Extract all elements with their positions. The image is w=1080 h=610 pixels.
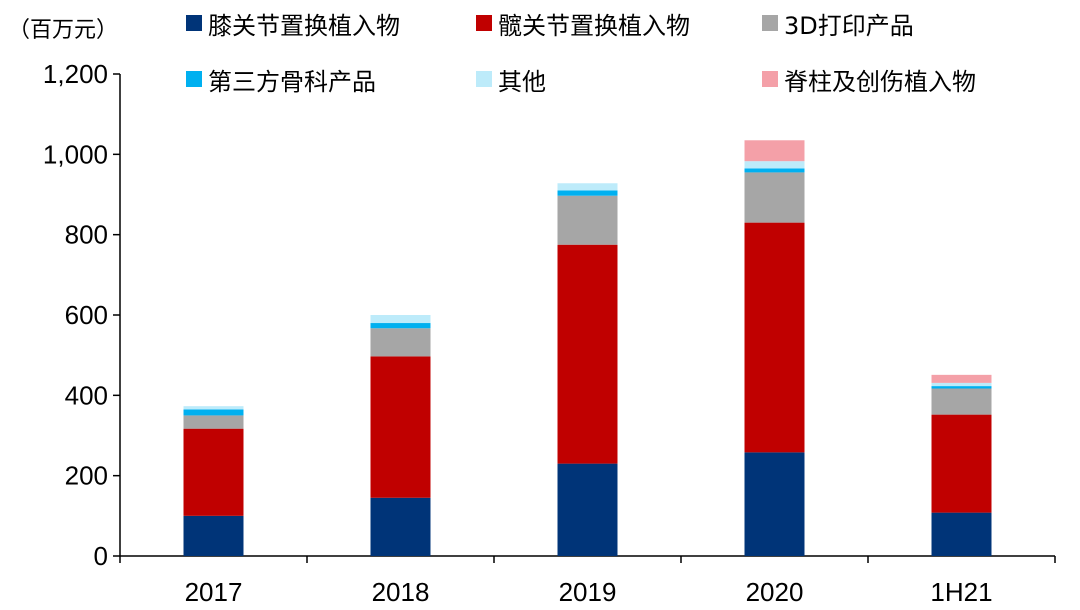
x-tick-label: 2020	[746, 577, 804, 607]
bar-segment	[370, 328, 431, 357]
bar-segment	[931, 382, 992, 387]
legend-label: 第三方骨科产品	[208, 67, 376, 96]
legend-item: 膝关节置换植入物	[186, 8, 400, 40]
legend-swatch	[186, 15, 202, 31]
legend-swatch	[476, 15, 492, 31]
bar-segment	[557, 463, 618, 556]
y-tick-label: 600	[65, 300, 108, 330]
legend-swatch	[476, 71, 492, 87]
bar-segment	[370, 315, 431, 324]
legend-label: 其他	[498, 67, 546, 96]
bar-segment	[183, 415, 244, 429]
legend-swatch	[762, 71, 778, 87]
bar-segment	[931, 388, 992, 415]
bar-segment	[370, 497, 431, 556]
y-tick-label: 400	[65, 380, 108, 410]
bar-segment	[931, 386, 992, 389]
y-axis-unit-label: （百万元）	[8, 18, 119, 43]
x-tick-label: 1H21	[930, 577, 992, 607]
bar-segment	[557, 244, 618, 464]
bar-segment	[931, 414, 992, 513]
bar-segment	[744, 452, 805, 556]
y-tick-label: 800	[65, 220, 108, 250]
bar-segment	[183, 409, 244, 416]
legend-item: 脊柱及创伤植入物	[762, 64, 976, 96]
legend-label: 髋关节置换植入物	[498, 11, 690, 40]
bar-segment	[183, 406, 244, 410]
bar-segment	[744, 161, 805, 169]
legend-item: 髋关节置换植入物	[476, 8, 690, 40]
bar-segment	[183, 428, 244, 516]
bar-segment	[744, 140, 805, 162]
bar-segment	[557, 195, 618, 245]
legend-swatch	[762, 15, 778, 31]
x-tick-label: 2017	[185, 577, 243, 607]
bar-segment	[931, 512, 992, 556]
bar-segment	[557, 190, 618, 196]
y-tick-label: 1,200	[43, 59, 108, 89]
legend-swatch	[186, 71, 202, 87]
x-tick-label: 2018	[372, 577, 430, 607]
y-tick-label: 1,000	[43, 139, 108, 169]
bar-segment	[183, 515, 244, 556]
y-tick-label: 0	[94, 541, 108, 571]
legend-label: 脊柱及创伤植入物	[784, 67, 976, 96]
legend-item: 3D打印产品	[762, 8, 914, 40]
legend-label: 3D打印产品	[784, 11, 914, 40]
bar-segment	[744, 172, 805, 223]
bar-segment	[370, 356, 431, 498]
bar-segment	[931, 374, 992, 383]
bar-segment	[744, 168, 805, 173]
y-tick-label: 200	[65, 461, 108, 491]
legend-label: 膝关节置换植入物	[208, 11, 400, 40]
bar-segment	[744, 222, 805, 453]
x-tick-label: 2019	[559, 577, 617, 607]
legend-item: 第三方骨科产品	[186, 64, 376, 96]
bar-segment	[557, 183, 618, 191]
legend-item: 其他	[476, 64, 546, 96]
bar-segment	[370, 323, 431, 329]
